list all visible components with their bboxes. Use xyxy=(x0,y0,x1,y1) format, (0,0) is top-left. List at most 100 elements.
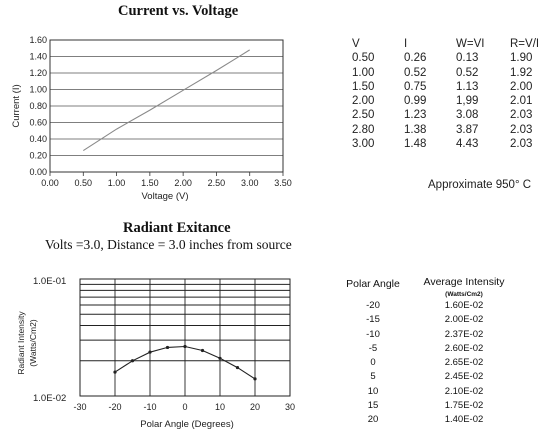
radiant-angle-cell: 5 xyxy=(370,371,376,383)
iv-ytick-label: 1.20 xyxy=(29,68,47,78)
radiant-table-row: -15 2.00E-02 xyxy=(343,313,512,327)
iv-table-cell: 1.38 xyxy=(404,123,427,136)
radiant-intensity-cell: 2.65E-02 xyxy=(444,357,484,369)
iv-table-cell: 0.75 xyxy=(404,80,427,93)
radiant-header-angle: Polar Angle xyxy=(346,278,400,290)
radiant-chart: -30 -20 -10 0 10 20 30 1.0E-01 1.0E-02 Radiant… xyxy=(16,276,295,430)
radiant-intensity-cell: 2.37E-02 xyxy=(444,328,484,340)
iv-data-table: V I W=VI R=V/I 0.50 0.26 0.13 1.90 1.00 0.52 0… xyxy=(352,37,550,151)
radiant-table-row: -20 1.60E-02 xyxy=(343,299,512,313)
radiant-table-row: 15 1.75E-02 xyxy=(343,399,512,413)
iv-xtick-label: 2.00 xyxy=(174,178,192,188)
radiant-data-point xyxy=(235,365,240,370)
radiant-table-row: 20 1.40E-02 xyxy=(343,413,512,427)
iv-xtick-label: 3.00 xyxy=(241,178,259,188)
iv-table-row: 1.00 0.52 0.52 1.92 xyxy=(352,66,550,80)
radiant-xtick-label: 20 xyxy=(250,402,260,412)
iv-xtick-label: 1.50 xyxy=(141,178,159,188)
radiant-angle-cell: -20 xyxy=(366,300,380,311)
iv-table-cell: 4.43 xyxy=(456,138,479,151)
iv-table-cell: 1.50 xyxy=(352,80,375,93)
iv-table-cell: 3.08 xyxy=(456,109,479,122)
iv-xtick-label: 0.50 xyxy=(75,178,93,188)
iv-xtick-label: 0.00 xyxy=(41,178,59,188)
radiant-y-axis-label-1: Radiant Intensity xyxy=(16,311,26,375)
radiant-plot-frame xyxy=(79,278,291,397)
radiant-data-point xyxy=(165,345,170,350)
radiant-table-row: -5 2.60E-02 xyxy=(343,342,512,356)
radiant-intensity-cell: 1.40E-02 xyxy=(444,414,484,426)
radiant-data-point xyxy=(253,377,257,381)
iv-table-row: 1.50 0.75 1.13 2.00 xyxy=(352,80,550,94)
iv-chart-title: Current vs. Voltage xyxy=(118,3,239,19)
iv-header-v: V xyxy=(352,38,360,50)
iv-table-cell: 2.03 xyxy=(510,109,533,122)
iv-table-cell: 0.52 xyxy=(456,66,479,79)
radiant-intensity-cell: 2.10E-02 xyxy=(444,385,484,397)
iv-table-cell: 3.00 xyxy=(352,138,375,151)
iv-y-axis-label: Current (I) xyxy=(11,84,22,127)
iv-table-row: 2.00 0.99 1,99 2.01 xyxy=(352,94,550,108)
iv-table-row: 3.00 1.48 4.43 2.03 xyxy=(352,137,550,151)
iv-table-cell: 2.00 xyxy=(510,80,533,93)
radiant-ytick-top: 1.0E-01 xyxy=(33,276,66,287)
radiant-data-point xyxy=(200,348,205,353)
iv-table-row: 0.50 0.26 0.13 1.90 xyxy=(352,51,550,65)
iv-table-cell: 2.80 xyxy=(352,123,375,136)
radiant-data-point xyxy=(218,356,222,360)
iv-table-cell: 1.90 xyxy=(510,52,533,65)
radiant-angle-cell: -15 xyxy=(366,314,380,326)
radiant-data-table: -20 1.60E-02 -15 2.00E-02 -10 2.37E-02 -5 2.60E… xyxy=(343,299,512,428)
iv-table-cell: 1.48 xyxy=(404,138,427,151)
iv-header-r: R=V/I xyxy=(510,38,540,50)
radiant-angle-cell: 0 xyxy=(370,357,376,369)
iv-table-header-row: V I W=VI R=V/I xyxy=(352,37,550,51)
iv-table-cell: 0.26 xyxy=(404,52,427,65)
iv-table-cell: 0.13 xyxy=(456,52,479,65)
iv-table-cell: 2.00 xyxy=(352,95,375,108)
radiant-chart-title: Radiant Exitance xyxy=(123,220,231,236)
iv-ytick-label: 1.00 xyxy=(29,85,47,95)
radiant-table-row: 5 2.45E-02 xyxy=(343,370,512,384)
radiant-table-row: 10 2.10E-02 xyxy=(343,385,512,399)
iv-table-cell: 2.50 xyxy=(352,109,375,122)
iv-table-cell: 3.87 xyxy=(456,123,479,136)
radiant-data-point xyxy=(130,359,135,363)
radiant-intensity-cell: 2.45E-02 xyxy=(444,371,484,383)
iv-table-cell: 2.01 xyxy=(510,95,533,108)
iv-plot-frame xyxy=(49,39,284,173)
radiant-angle-cell: 15 xyxy=(367,400,379,412)
radiant-header-intensity: Average Intensity xyxy=(423,276,505,288)
radiant-xtick-label: -20 xyxy=(108,402,121,412)
iv-xtick-label: 3.50 xyxy=(274,178,292,188)
radiant-intensity-cell: 2.60E-02 xyxy=(444,342,484,354)
radiant-x-axis-label: Polar Angle (Degrees) xyxy=(140,419,233,430)
radiant-table-row: 0 2.65E-02 xyxy=(343,356,512,370)
iv-table-cell: 1.00 xyxy=(352,66,375,79)
iv-table-cell: 1.92 xyxy=(510,66,533,79)
radiant-chart-subtitle: Volts =3.0, Distance = 3.0 inches from s… xyxy=(45,237,292,252)
iv-xtick-label: 1.00 xyxy=(108,178,126,188)
iv-ytick-label: 0.00 xyxy=(29,167,47,177)
radiant-xtick-label: -10 xyxy=(143,402,156,412)
radiant-xtick-label: 30 xyxy=(285,402,295,412)
iv-table-cell: 1.13 xyxy=(456,80,479,93)
radiant-data-point xyxy=(183,344,187,349)
iv-table-cell: 0.50 xyxy=(352,52,375,65)
radiant-data-point xyxy=(148,350,152,354)
iv-table-cell: 2.03 xyxy=(510,123,533,136)
iv-table-cell: 0.52 xyxy=(404,66,427,79)
iv-table-cell: 2.03 xyxy=(510,138,533,151)
radiant-angle-cell: -5 xyxy=(368,342,378,354)
iv-ytick-label: 1.60 xyxy=(29,35,47,45)
iv-table-cell: 1,99 xyxy=(456,95,479,108)
iv-table-cell: 1.23 xyxy=(404,109,427,122)
iv-ytick-label: 0.60 xyxy=(29,118,47,128)
iv-ytick-label: 1.40 xyxy=(29,52,47,62)
radiant-intensity-cell: 2.00E-02 xyxy=(444,314,484,326)
radiant-ytick-bottom: 1.0E-02 xyxy=(33,393,66,404)
radiant-xtick-label: -30 xyxy=(73,402,86,412)
radiant-xtick-label: 10 xyxy=(215,402,225,412)
iv-header-i: I xyxy=(404,38,408,50)
radiant-table-row: -10 2.37E-02 xyxy=(343,328,512,342)
